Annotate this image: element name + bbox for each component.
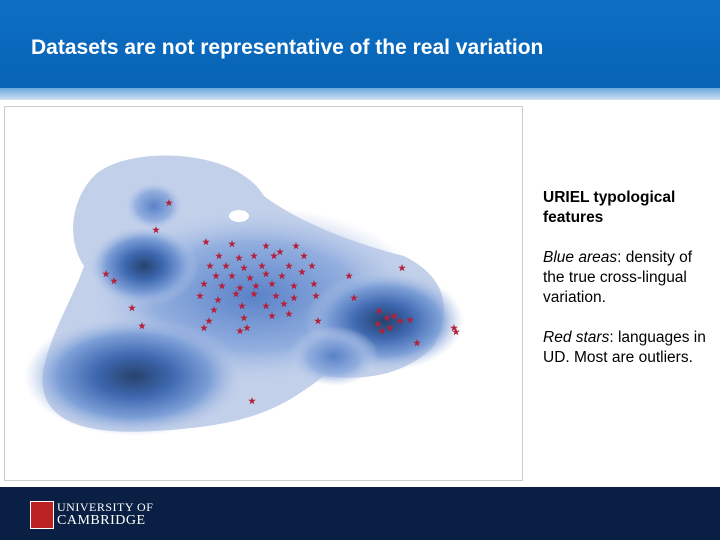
item-term: Blue areas bbox=[543, 249, 618, 266]
header-strip bbox=[0, 88, 720, 100]
item-text: : languages in UD. Most are outliers. bbox=[543, 329, 706, 366]
logo-shield bbox=[30, 501, 54, 529]
item-term: Red stars bbox=[543, 329, 610, 346]
density-hole bbox=[229, 210, 249, 222]
slide-title: Datasets are not representative of the r… bbox=[31, 36, 544, 59]
density-blob bbox=[24, 316, 244, 436]
density-blob bbox=[289, 326, 379, 386]
logo-text: UNIVERSITY OF CAMBRIDGE bbox=[57, 500, 153, 528]
item-text: : density of the true cross-lingual vari… bbox=[543, 249, 693, 306]
footer: UNIVERSITY OF CAMBRIDGE bbox=[0, 487, 720, 540]
header: Datasets are not representative of the r… bbox=[0, 0, 720, 88]
logo-line: CAMBRIDGE bbox=[57, 513, 146, 528]
panel-heading: URIEL typological features bbox=[543, 189, 676, 226]
panel-item: Blue areas: density of the true cross-li… bbox=[543, 248, 713, 308]
density-blob bbox=[124, 181, 184, 231]
logo-line: UNIVERSITY OF bbox=[57, 500, 154, 514]
legend-panel: URIEL typological features Blue areas: d… bbox=[543, 188, 713, 388]
density-blob bbox=[89, 226, 199, 306]
panel-item: Red stars: languages in UD. Most are out… bbox=[543, 328, 713, 368]
density-plot bbox=[4, 106, 523, 481]
